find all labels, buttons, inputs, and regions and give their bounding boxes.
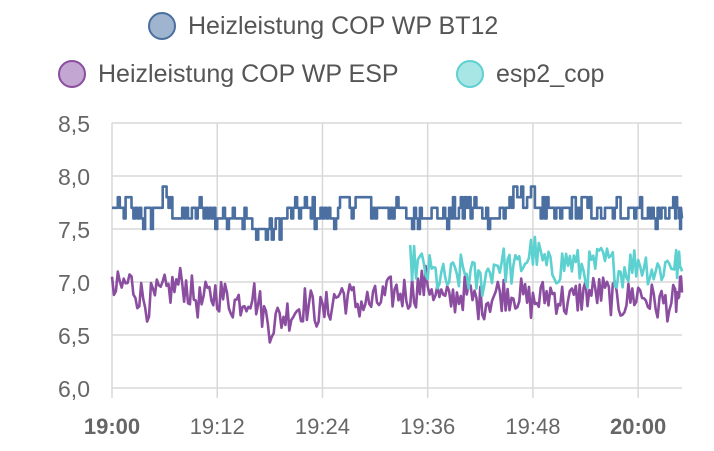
legend-swatch-esp2 [456, 60, 484, 88]
series-line-esp [110, 264, 684, 344]
legend: Heizleistung COP WP BT12 Heizleistung CO… [0, 0, 714, 110]
legend-item-esp[interactable]: Heizleistung COP WP ESP [58, 54, 399, 94]
legend-label-esp2: esp2_cop [496, 59, 605, 88]
series-line-esp2 [408, 235, 684, 298]
x-tick-label: 19:48 [505, 414, 560, 439]
x-tick-label: 20:00 [610, 414, 666, 439]
legend-label-esp: Heizleistung COP WP ESP [98, 59, 399, 88]
legend-item-esp2[interactable]: esp2_cop [456, 54, 604, 94]
x-tick-label: 19:00 [84, 414, 140, 439]
legend-swatch-esp [58, 60, 86, 88]
y-tick-label: 8,0 [58, 164, 90, 190]
legend-swatch-bt12 [148, 12, 176, 40]
y-tick-label: 8,5 [58, 111, 90, 137]
y-tick-label: 7,0 [58, 270, 90, 296]
legend-label-bt12: Heizleistung COP WP BT12 [188, 11, 499, 40]
x-tick-label: 19:12 [190, 414, 245, 439]
y-tick-label: 6,0 [58, 376, 90, 402]
y-tick-label: 6,5 [58, 323, 90, 349]
legend-item-bt12[interactable]: Heizleistung COP WP BT12 [148, 6, 498, 46]
series-line-bt12 [112, 185, 684, 241]
y-tick-label: 7,5 [58, 217, 90, 243]
x-tick-label: 19:36 [400, 414, 455, 439]
x-tick-label: 19:24 [295, 414, 350, 439]
